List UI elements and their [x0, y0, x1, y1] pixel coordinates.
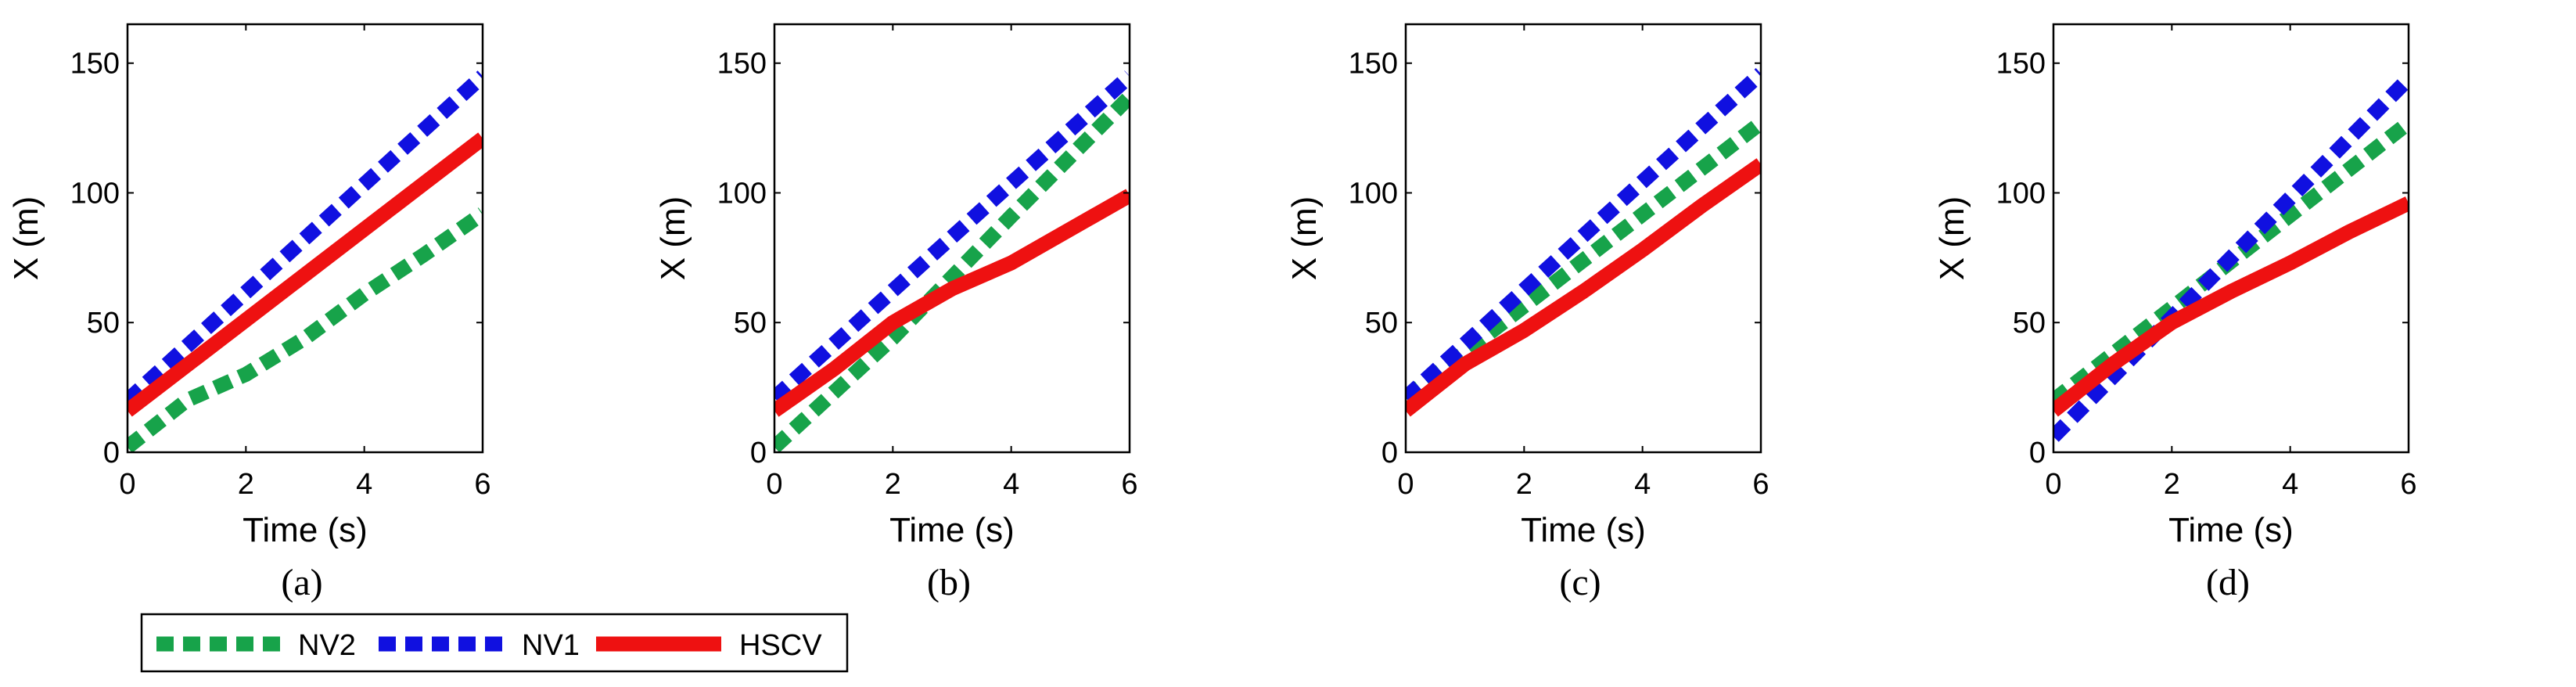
- series-group: [128, 70, 483, 452]
- y-axis-label: X (m): [1285, 196, 1324, 281]
- panel-caption: (d): [2206, 562, 2250, 603]
- axes-box: [126, 23, 484, 454]
- series-group: [2053, 73, 2409, 442]
- series-line-nv2: [774, 92, 1130, 452]
- series-line-nv2: [128, 207, 483, 452]
- axes-box: [773, 23, 1131, 454]
- y-tick-label: 100: [1349, 177, 1398, 210]
- x-axis-label: Time (s): [2168, 511, 2294, 549]
- chart-panel-1: 0 2 4 6 0 50 100 150 Time (s) X (m) (b): [654, 23, 1138, 603]
- y-tick-label: 50: [734, 307, 767, 340]
- y-tick-label: 50: [1365, 307, 1398, 340]
- y-tick-label: 100: [70, 177, 120, 210]
- y-tick-label: 150: [717, 48, 767, 81]
- y-tick-label: 100: [717, 177, 767, 210]
- y-axis-label: X (m): [654, 196, 692, 281]
- y-tick-label: 50: [2013, 307, 2046, 340]
- legend: NV2 NV1 HSCV: [140, 613, 849, 673]
- x-tick-label: 6: [1121, 468, 1137, 501]
- axes-box: [2052, 23, 2410, 454]
- x-tick-label: 2: [238, 468, 254, 501]
- y-tick-label: 150: [70, 48, 120, 81]
- y-tick-label: 0: [750, 437, 767, 469]
- series-line-hscv: [774, 189, 1130, 417]
- y-tick-label: 150: [1996, 48, 2046, 81]
- series-line-hscv: [1406, 158, 1761, 417]
- series-line-nv1: [128, 70, 483, 406]
- series-line-hscv: [2053, 196, 2409, 417]
- x-axis-label: Time (s): [243, 511, 368, 549]
- x-tick-label: 6: [474, 468, 490, 501]
- x-axis-label: Time (s): [889, 511, 1015, 549]
- y-tick-label: 0: [103, 437, 120, 469]
- x-tick-label: 2: [1516, 468, 1532, 501]
- chart-panel-2: 0 2 4 6 0 50 100 150 Time (s) X (m) (c): [1285, 23, 1769, 603]
- legend-label-nv2: NV2: [298, 629, 356, 662]
- x-tick-label: 0: [2045, 468, 2061, 501]
- x-tick-label: 4: [1003, 468, 1019, 501]
- y-tick-label: 0: [1381, 437, 1398, 469]
- x-tick-label: 0: [766, 468, 782, 501]
- legend-label-hscv: HSCV: [739, 629, 822, 662]
- series-group: [1406, 67, 1761, 417]
- x-tick-label: 6: [2400, 468, 2416, 501]
- y-tick-label: 100: [1996, 177, 2046, 210]
- legend-label-nv1: NV1: [522, 629, 580, 662]
- x-tick-label: 2: [885, 468, 901, 501]
- chart-panel-0: 0 2 4 6 0 50 100 150 Time (s) X (m) (a): [7, 23, 491, 603]
- y-tick-label: 50: [87, 307, 120, 340]
- series-line-nv1: [2053, 73, 2409, 442]
- panel-caption: (b): [927, 562, 971, 603]
- y-tick-label: 150: [1349, 48, 1398, 81]
- y-axis-label: X (m): [7, 196, 45, 281]
- axes-box: [1404, 23, 1762, 454]
- y-axis-label: X (m): [1933, 196, 1971, 281]
- chart-panels: 0 2 4 6 0 50 100 150 Time (s) X (m) (a) 0 2 4 6 0 50 100 1…: [7, 23, 2417, 603]
- series-line-hscv: [128, 132, 483, 417]
- series-group: [774, 70, 1130, 452]
- panel-caption: (c): [1559, 562, 1601, 603]
- series-line-nv2: [1406, 117, 1761, 404]
- y-tick-label: 0: [2029, 437, 2046, 469]
- x-tick-label: 4: [1634, 468, 1651, 501]
- x-tick-label: 0: [119, 468, 135, 501]
- series-line-nv1: [1406, 67, 1761, 404]
- x-tick-label: 0: [1397, 468, 1414, 501]
- panel-caption: (a): [281, 562, 322, 603]
- x-tick-label: 2: [2164, 468, 2180, 501]
- x-tick-label: 6: [1752, 468, 1769, 501]
- x-axis-label: Time (s): [1521, 511, 1646, 549]
- x-tick-label: 4: [2282, 468, 2298, 501]
- x-tick-label: 4: [356, 468, 372, 501]
- series-line-nv1: [774, 70, 1130, 404]
- chart-panel-3: 0 2 4 6 0 50 100 150 Time (s) X (m) (d): [1933, 23, 2417, 603]
